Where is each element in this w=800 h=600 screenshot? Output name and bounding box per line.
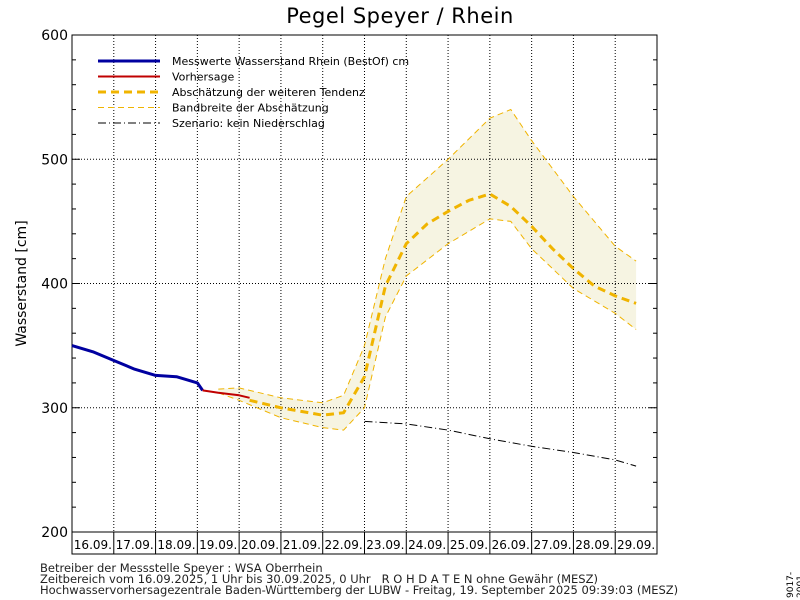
band-fill [218,109,637,431]
x-tick-label: 21.09. [283,538,321,552]
chart-title: Pegel Speyer / Rhein [286,4,514,28]
x-tick-label: 25.09. [450,538,488,552]
legend-label-measured: Messwerte Wasserstand Rhein (BestOf) cm [172,55,409,68]
x-tick-label: 18.09. [157,538,195,552]
series-scenario [364,420,637,467]
legend-label-scenario: Szenario: kein Niederschlag [172,117,325,130]
x-tick-label: 23.09. [366,538,404,552]
x-tick-label: 26.09. [492,538,530,552]
y-tick-label: 300 [41,401,68,417]
y-tick-label: 600 [41,28,68,44]
footer-timerange: Zeitbereich vom 16.09.2025, 1 Uhr bis 30… [40,572,598,586]
x-tick-label: 17.09. [116,538,154,552]
x-tick-label: 24.09. [408,538,446,552]
x-tick-label: 19.09. [199,538,237,552]
x-tick-label: 22.09. [325,538,363,552]
series-tendency [249,192,637,417]
legend-label-forecast: Vorhersage [172,71,234,84]
x-tick-label: 16.09. [74,538,112,552]
x-tick-label: 27.09. [533,538,571,552]
chart-code: 9017-2001 [786,571,800,598]
band-lower [218,218,637,431]
y-tick-label: 200 [41,525,68,541]
y-tick-label: 400 [41,277,68,293]
y-axis-label: Wasserstand [cm] [14,220,30,346]
x-tick-label: 29.09. [617,538,655,552]
series-forecast [202,389,250,399]
series-measured [71,344,204,392]
x-tick-label: 28.09. [575,538,613,552]
legend-label-band: Bandbreite der Abschätzung [172,102,329,115]
x-tick-label: 20.09. [241,538,279,552]
footer-publisher: Hochwasservorhersagezentrale Baden-Württ… [40,583,679,597]
legend-label-tendency: Abschätzung der weiteren Tendenz [172,86,365,99]
footer-operator: Betreiber der Messstelle Speyer : WSA Ob… [40,561,323,575]
y-tick-label: 500 [41,152,68,168]
